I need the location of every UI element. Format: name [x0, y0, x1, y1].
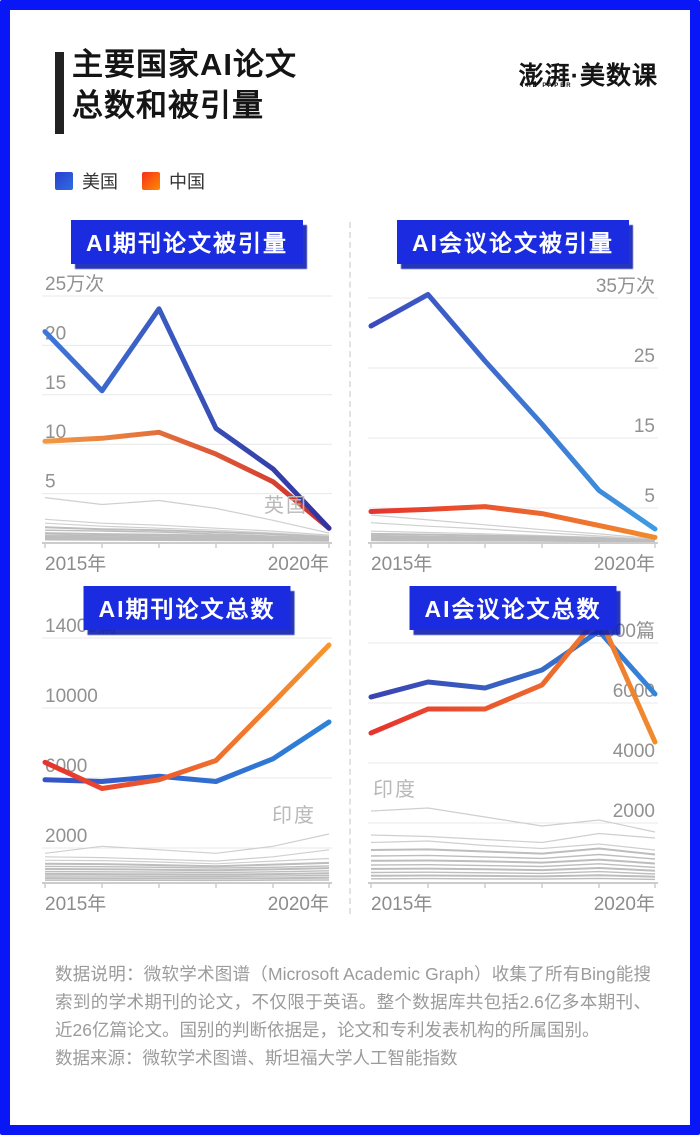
svg-text:15: 15	[634, 416, 655, 437]
data-note-text: 数据说明：微软学术图谱（Microsoft Academic Graph）收集了…	[55, 964, 651, 1040]
page-title-line2: 总数和被引量	[72, 88, 264, 123]
chart-title-conference-citations: AI会议论文被引量	[397, 220, 629, 264]
page-title-line1: 主要国家AI论文	[72, 47, 297, 82]
svg-text:5: 5	[45, 472, 56, 493]
svg-text:4000: 4000	[613, 741, 655, 762]
svg-text:2000: 2000	[45, 826, 87, 847]
data-source-text: 数据来源：微软学术图谱、斯坦福大学人工智能指数	[55, 1048, 458, 1068]
svg-text:15: 15	[45, 373, 66, 394]
publisher-logo: 澎湃·美数课 THE PAPER	[519, 56, 658, 92]
chart-journal-citations: 25万次 20 15 10 5 2015年 2020年 英国	[42, 258, 332, 580]
svg-text:2015年: 2015年	[371, 893, 432, 915]
svg-text:25: 25	[634, 346, 655, 367]
svg-text:25万次: 25万次	[45, 273, 104, 295]
svg-text:2020年: 2020年	[268, 893, 329, 915]
page-title: 主要国家AI论文 总数和被引量	[72, 44, 297, 126]
svg-text:5: 5	[644, 486, 655, 507]
svg-text:2015年: 2015年	[45, 553, 106, 575]
chart-title-journal-citations: AI期刊论文被引量	[71, 220, 303, 264]
svg-text:印度: 印度	[272, 804, 316, 827]
chart-journal-totals: 14000篇 10000 6000 2000 2015年 2020年 印度	[42, 598, 332, 920]
svg-text:2015年: 2015年	[371, 553, 432, 575]
chart-conference-totals: 8000篇 6000 4000 2000 2015年 2020年 印度	[368, 598, 658, 920]
svg-text:2020年: 2020年	[594, 553, 655, 575]
publisher-logo-text: 澎湃·美数课	[518, 62, 658, 90]
legend-item-usa: 美国	[55, 168, 118, 194]
svg-text:35万次: 35万次	[596, 275, 655, 297]
svg-text:2020年: 2020年	[594, 893, 655, 915]
svg-text:2020年: 2020年	[268, 553, 329, 575]
china-legend-label: 中国	[169, 172, 205, 192]
svg-text:英国: 英国	[264, 494, 308, 517]
chart-title-conference-totals: AI会议论文总数	[409, 586, 617, 630]
svg-text:10000: 10000	[45, 686, 98, 707]
svg-text:2000: 2000	[613, 801, 655, 822]
svg-text:6000: 6000	[45, 756, 87, 777]
china-color-swatch	[142, 172, 160, 190]
footer-notes: 数据说明：微软学术图谱（Microsoft Academic Graph）收集了…	[55, 960, 651, 1072]
svg-text:印度: 印度	[373, 778, 417, 801]
title-accent-bar	[55, 52, 64, 134]
usa-legend-label: 美国	[82, 172, 118, 192]
column-divider-dashed	[349, 222, 351, 914]
usa-color-swatch	[55, 172, 73, 190]
legend: 美国 中国	[55, 168, 205, 194]
publisher-logo-subtext: THE PAPER	[520, 83, 573, 89]
svg-text:2015年: 2015年	[45, 893, 106, 915]
chart-title-journal-totals: AI期刊论文总数	[83, 586, 291, 630]
chart-conference-citations: 35万次 25 15 5 2015年 2020年	[368, 258, 658, 580]
legend-item-china: 中国	[142, 168, 205, 194]
